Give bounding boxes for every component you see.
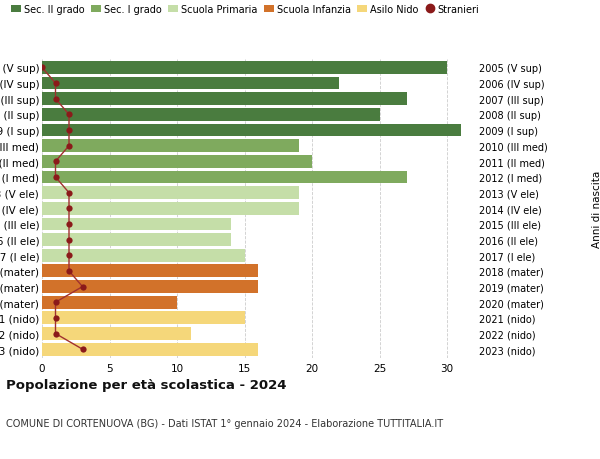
Bar [42, 202, 299, 215]
Bar [42, 140, 299, 153]
Bar [42, 187, 299, 200]
Bar [42, 124, 461, 137]
Bar [42, 234, 231, 246]
Bar [42, 109, 380, 122]
Bar [42, 156, 312, 168]
Text: COMUNE DI CORTENUOVA (BG) - Dati ISTAT 1° gennaio 2024 - Elaborazione TUTTITALIA: COMUNE DI CORTENUOVA (BG) - Dati ISTAT 1… [6, 418, 443, 428]
Bar [42, 249, 245, 262]
Bar [42, 78, 339, 90]
Text: Popolazione per età scolastica - 2024: Popolazione per età scolastica - 2024 [6, 379, 287, 392]
Bar [42, 312, 245, 325]
Bar [42, 296, 177, 309]
Bar [42, 280, 258, 293]
Bar [42, 218, 231, 231]
Legend: Sec. II grado, Sec. I grado, Scuola Primaria, Scuola Infanzia, Asilo Nido, Stran: Sec. II grado, Sec. I grado, Scuola Prim… [11, 5, 479, 15]
Bar [42, 327, 191, 340]
Bar [42, 343, 258, 356]
Bar [42, 62, 447, 75]
Bar [42, 93, 407, 106]
Bar [42, 265, 258, 278]
Text: Anni di nascita: Anni di nascita [592, 170, 600, 247]
Bar [42, 171, 407, 184]
